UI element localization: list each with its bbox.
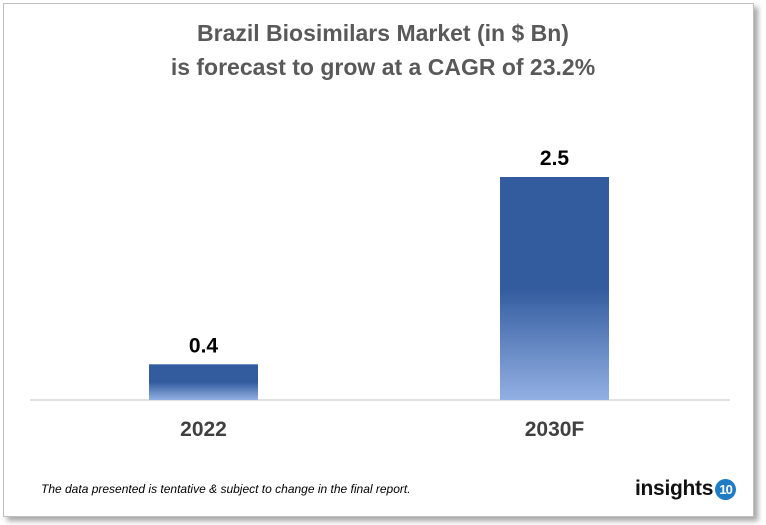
chart-frame bbox=[3, 3, 754, 517]
bar-2022 bbox=[149, 364, 258, 400]
chart-title: Brazil Biosimilars Market (in $ Bn) bbox=[197, 20, 569, 46]
logo-badge: 10 bbox=[715, 478, 737, 500]
data-label: 2.5 bbox=[540, 147, 570, 170]
data-label: 0.4 bbox=[189, 334, 219, 357]
logo-text: insights bbox=[635, 477, 714, 500]
disclaimer-note: The data presented is tentative & subjec… bbox=[41, 482, 411, 496]
x-tick-label: 2030F bbox=[525, 418, 585, 441]
bar-2030F bbox=[500, 177, 609, 400]
insights10-logo: insights 10 bbox=[635, 477, 737, 501]
x-tick-label: 2022 bbox=[180, 418, 227, 441]
chart-subtitle: is forecast to grow at a CAGR of 23.2% bbox=[170, 54, 596, 80]
